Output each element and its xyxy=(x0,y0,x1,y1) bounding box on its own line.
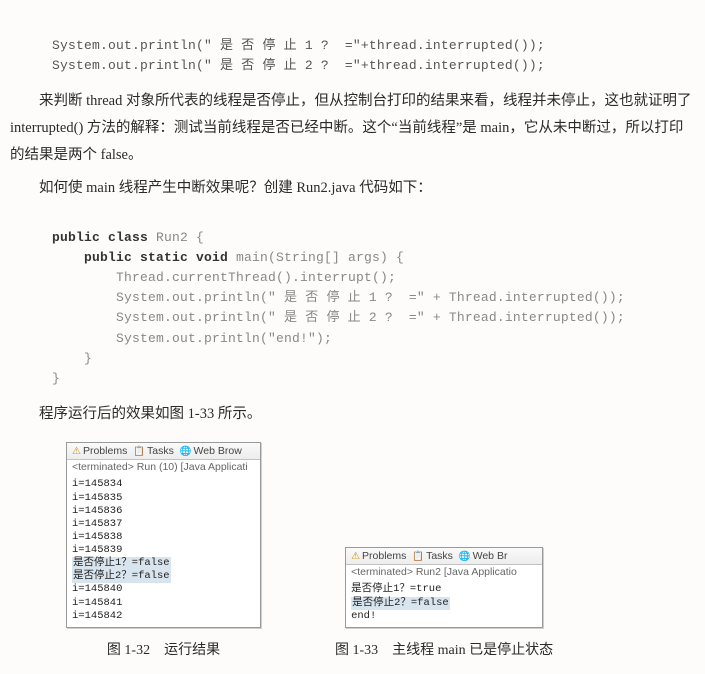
paragraph-explain-2: 如何使 main 线程产生中断效果呢？创建 Run2.java 代码如下： xyxy=(10,175,695,202)
out-line: 是否停止1？=true xyxy=(351,583,441,595)
out-line: i=145841 xyxy=(72,597,122,609)
out-line: i=145834 xyxy=(72,478,122,490)
console-window-a: Problems Tasks Web Brow <terminated> Run… xyxy=(66,442,261,628)
tasks-tab-icon xyxy=(133,445,147,457)
code-snippet-top: System.out.println(" 是 否 停 止 1 ? ="+thre… xyxy=(52,16,695,76)
tab-label: Problems xyxy=(83,445,127,457)
problems-tab-icon xyxy=(72,445,83,457)
out-line: i=145842 xyxy=(72,610,122,622)
figure-caption: 图 1-32 运行结果 xyxy=(107,638,220,664)
code-kw: public static void xyxy=(52,250,236,265)
paragraph-explain-3: 程序运行后的效果如图 1-33 所示。 xyxy=(10,401,695,428)
out-line: i=145836 xyxy=(72,505,122,517)
out-line: i=145839 xyxy=(72,544,122,556)
code-line: } xyxy=(52,351,92,366)
web-tab-icon xyxy=(459,550,473,562)
tab-label: Problems xyxy=(362,550,406,562)
out-line: i=145835 xyxy=(72,492,122,504)
console-window-b: Problems Tasks Web Br <terminated> Run2 … xyxy=(345,547,543,628)
console-tabbar: Problems Tasks Web Br xyxy=(346,548,542,566)
tab-label: Tasks xyxy=(147,445,174,457)
tab-label: Tasks xyxy=(426,550,453,562)
code-line: System.out.println(" 是 否 停 止 2 ? ="+thre… xyxy=(52,58,545,73)
figures-row: Problems Tasks Web Brow <terminated> Run… xyxy=(66,442,695,664)
figure-1-32: Problems Tasks Web Brow <terminated> Run… xyxy=(66,442,261,664)
out-line-hl: 是否停止2？=false xyxy=(351,597,450,610)
code-text: Run2 { xyxy=(156,230,204,245)
code-line: System.out.println(" 是 否 停 止 1 ? ="+thre… xyxy=(52,38,545,53)
code-line: Thread.currentThread().interrupt(); xyxy=(52,270,396,285)
code-text: main(String[] args) { xyxy=(236,250,404,265)
console-tabbar: Problems Tasks Web Brow xyxy=(67,443,260,461)
code-kw: public class xyxy=(52,230,156,245)
code-line: System.out.println(" 是 否 停 止 1 ? =" + Th… xyxy=(52,290,625,305)
code-line: } xyxy=(52,371,60,386)
out-line: i=145840 xyxy=(72,583,122,595)
out-line-hl: 是否停止2？=false xyxy=(72,570,171,583)
problems-tab-icon xyxy=(351,550,362,562)
code-snippet-run2: public class Run2 { public static void m… xyxy=(52,208,695,389)
tab-label: Web Brow xyxy=(194,445,242,457)
console-output-b: 是否停止1？=true 是否停止2？=false end! xyxy=(346,581,542,626)
figure-caption: 图 1-33 主线程 main 已是停止状态 xyxy=(335,638,553,664)
code-line: System.out.println(" 是 否 停 止 2 ? =" + Th… xyxy=(52,310,625,325)
out-line: i=145837 xyxy=(72,518,122,530)
terminated-line: <terminated> Run (10) [Java Applicati xyxy=(67,460,260,476)
out-line: i=145838 xyxy=(72,531,122,543)
code-line: System.out.println("end!"); xyxy=(52,331,332,346)
web-tab-icon xyxy=(180,445,194,457)
out-line-hl: 是否停止1？=false xyxy=(72,557,171,570)
out-line: end! xyxy=(351,610,376,622)
figure-1-33: Problems Tasks Web Br <terminated> Run2 … xyxy=(335,547,553,664)
terminated-line: <terminated> Run2 [Java Applicatio xyxy=(346,565,542,581)
tasks-tab-icon xyxy=(412,550,426,562)
paragraph-explain-1: 来判断 thread 对象所代表的线程是否停止，但从控制台打印的结果来看，线程并… xyxy=(10,88,695,168)
console-output-a: i=145834 i=145835 i=145836 i=145837 i=14… xyxy=(67,476,260,626)
tab-label: Web Br xyxy=(473,550,508,562)
